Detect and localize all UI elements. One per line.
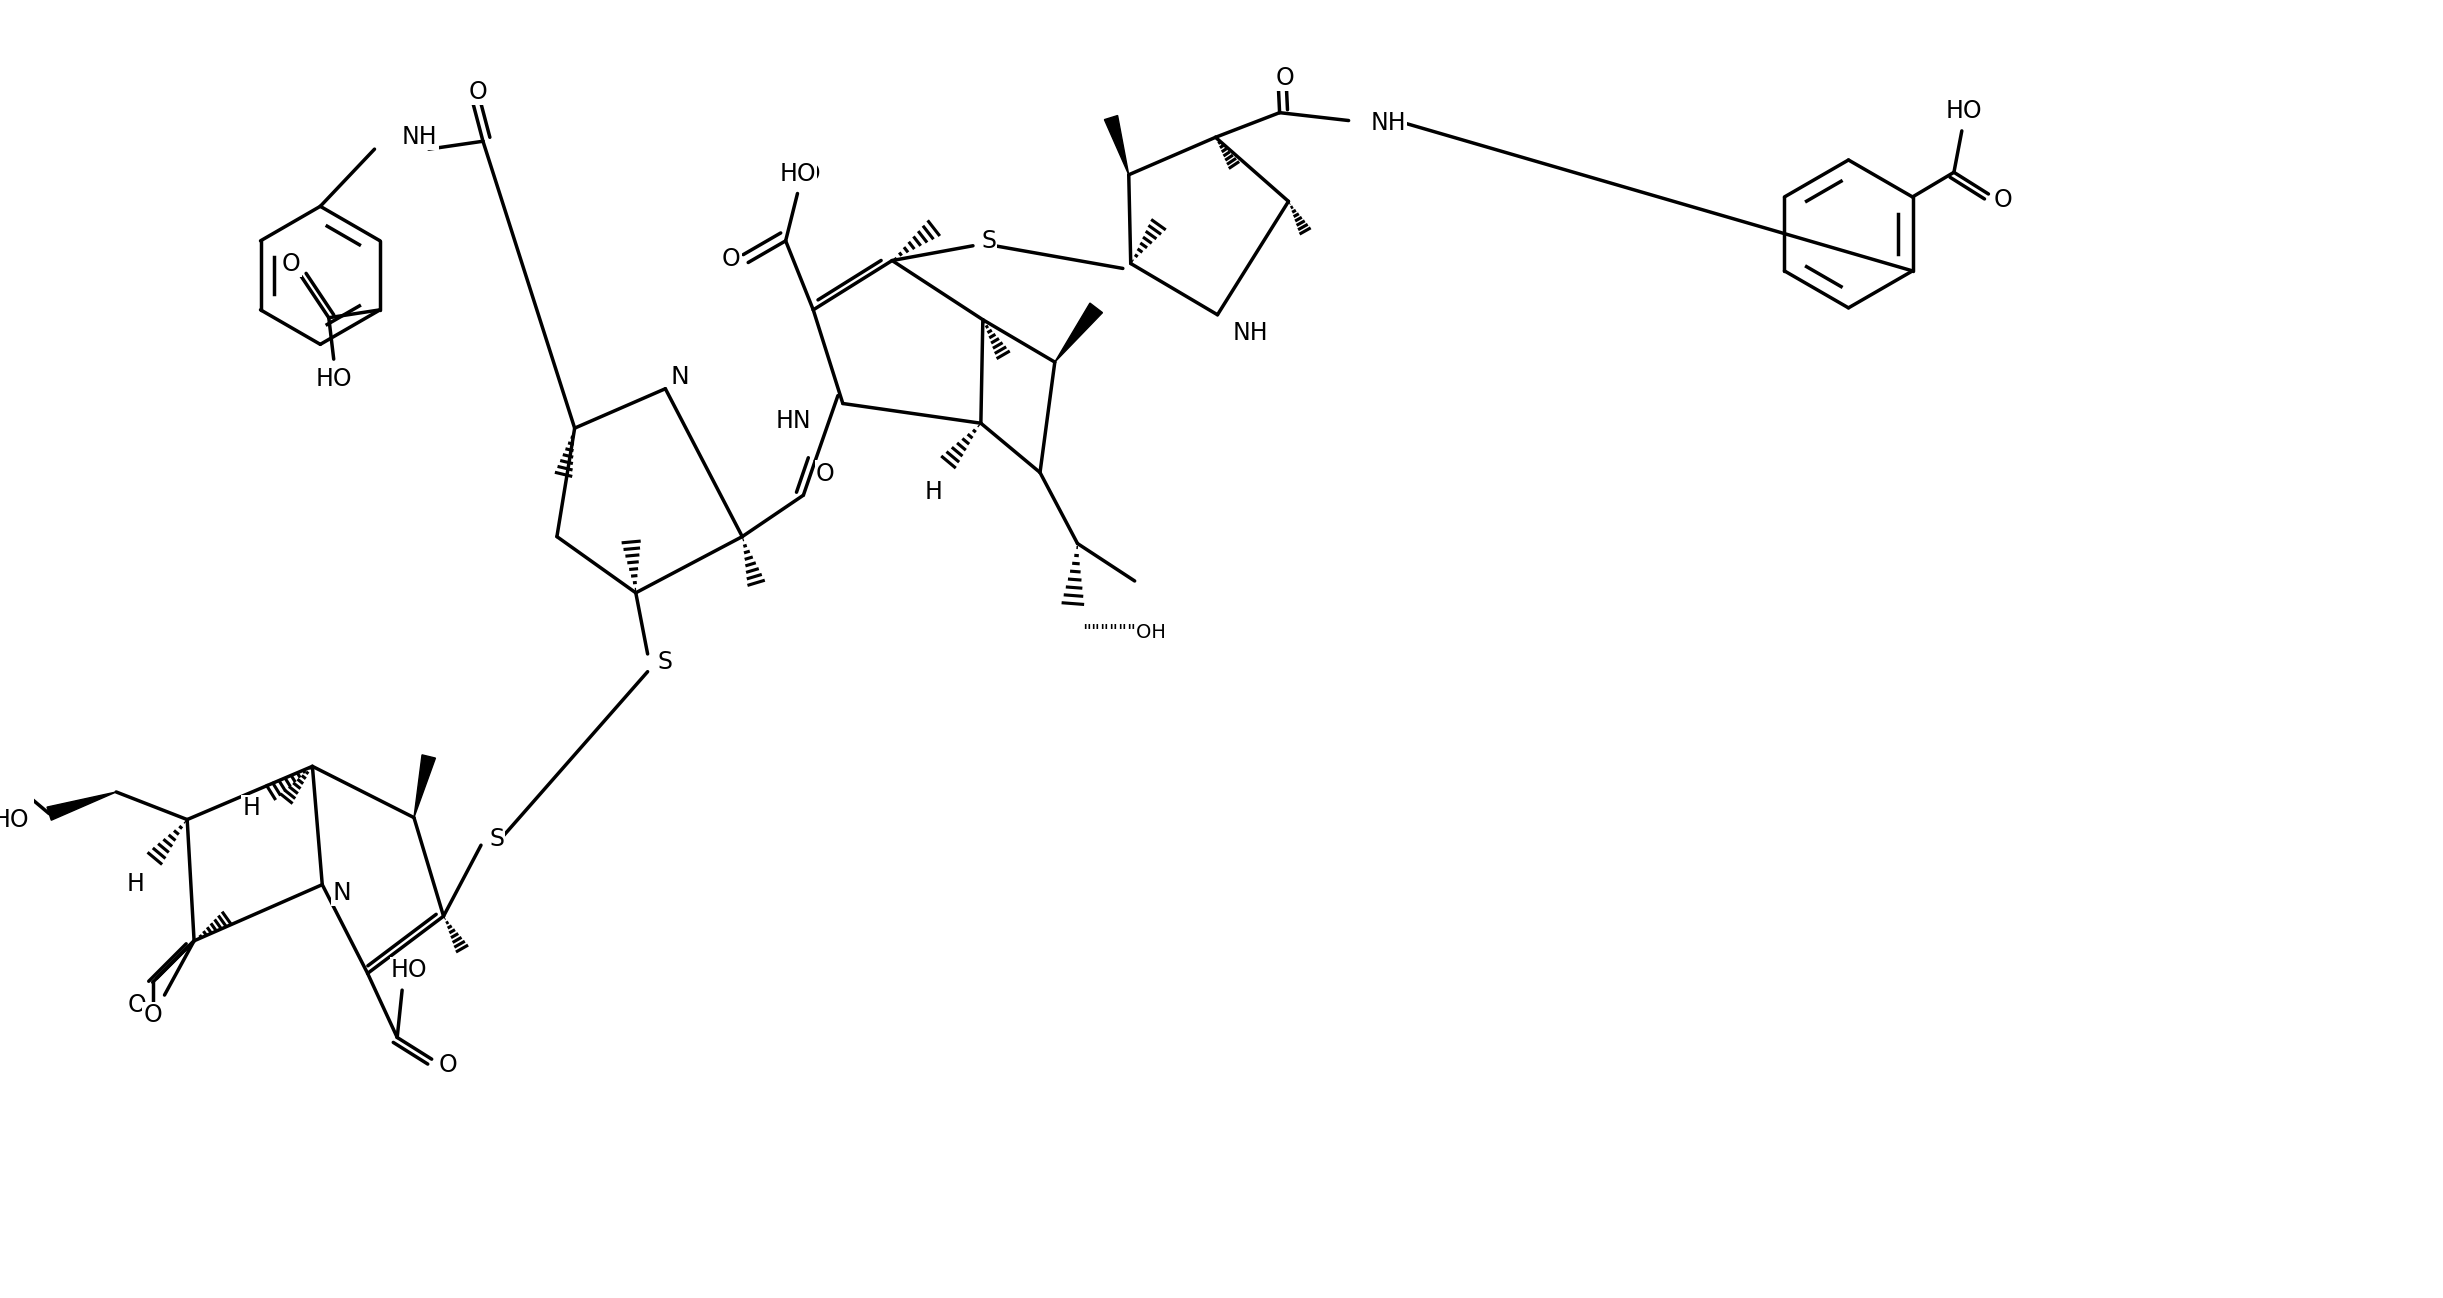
Text: O: O (440, 1053, 457, 1077)
Text: O: O (281, 252, 300, 275)
Text: N: N (332, 880, 352, 905)
Text: S: S (982, 228, 997, 253)
Text: NH: NH (1231, 321, 1268, 344)
Text: O: O (469, 80, 489, 104)
Text: HO: HO (1945, 99, 1981, 123)
Text: N: N (672, 365, 689, 389)
Text: O: O (127, 993, 147, 1016)
Text: O: O (816, 462, 836, 485)
Text: HO: HO (0, 807, 29, 832)
Polygon shape (1055, 302, 1102, 362)
Text: O: O (723, 247, 740, 270)
Polygon shape (1104, 116, 1129, 175)
Text: HO: HO (391, 958, 428, 983)
Text: H: H (923, 480, 943, 504)
Text: O: O (144, 1003, 161, 1027)
Text: O: O (1275, 66, 1295, 90)
Text: HO: HO (315, 367, 352, 391)
Text: O: O (1993, 188, 2013, 212)
Text: S: S (657, 650, 672, 674)
Text: NH: NH (1371, 110, 1405, 135)
Text: H: H (127, 872, 144, 896)
Text: """"""OH: """"""OH (1082, 623, 1165, 641)
Text: H: H (242, 796, 261, 820)
Polygon shape (413, 755, 435, 818)
Polygon shape (46, 792, 117, 820)
Text: S: S (489, 827, 503, 851)
Text: HO: HO (784, 162, 821, 186)
Text: HO: HO (779, 162, 816, 186)
Text: HN: HN (777, 409, 811, 434)
Text: NH: NH (403, 126, 437, 149)
